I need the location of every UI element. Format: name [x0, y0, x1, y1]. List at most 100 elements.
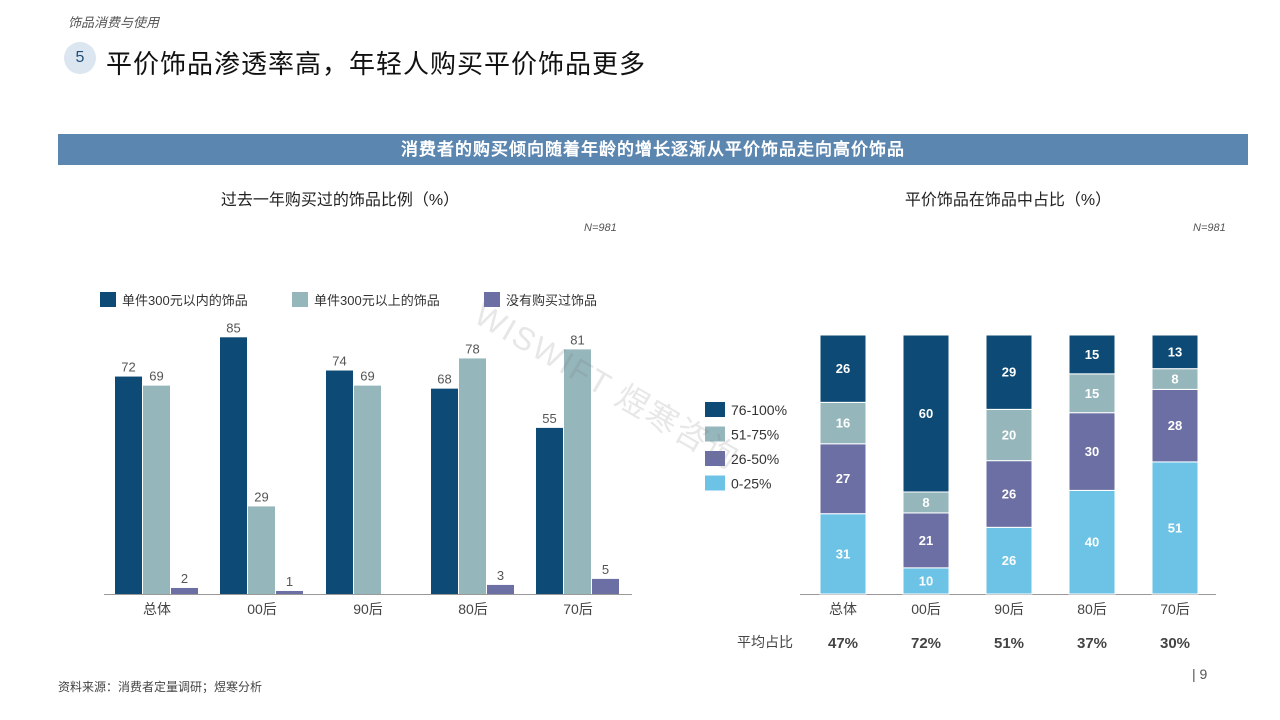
bar-单件300元以上的饰品-总体 — [143, 385, 170, 594]
legend-swatch-left-1 — [292, 292, 308, 307]
stack-segment-26-50%-70后 — [1151, 388, 1199, 463]
legend-label-right-2: 26-50% — [731, 451, 779, 467]
segment-value-label: 60 — [919, 406, 933, 421]
stack-segment-0-25%-80后 — [1068, 489, 1116, 595]
bar-没有购买过饰品-00后 — [276, 590, 303, 594]
segment-value-label: 29 — [1002, 365, 1016, 380]
bar-value-label: 69 — [149, 369, 163, 384]
average-share-value: 37% — [1077, 635, 1107, 652]
bar-value-label: 85 — [226, 320, 240, 335]
x-tick-label-right: 总体 — [829, 601, 857, 617]
bar-单件300元以内的饰品-70后 — [536, 427, 563, 594]
bar-value-label: 2 — [181, 571, 188, 586]
x-tick-label-right: 90后 — [994, 601, 1024, 617]
bar-value-label: 74 — [332, 354, 346, 369]
legend-label-left-2: 没有购买过饰品 — [506, 293, 597, 308]
page-title: 平价饰品渗透率高，年轻人购买平价饰品更多 — [106, 49, 647, 79]
stack-segment-76-100%-00后 — [902, 334, 950, 493]
segment-value-label: 26 — [1002, 486, 1016, 501]
left-sample-size: N=981 — [584, 222, 617, 234]
bar-单件300元以内的饰品-90后 — [326, 370, 353, 594]
stack-segment-0-25%-90后 — [985, 526, 1033, 595]
segment-value-label: 28 — [1168, 418, 1182, 433]
legend-swatch-left-2 — [484, 292, 500, 307]
segment-value-label: 27 — [836, 471, 850, 486]
average-share-value: 30% — [1160, 635, 1190, 652]
segment-value-label: 15 — [1085, 386, 1099, 401]
bar-单件300元以内的饰品-00后 — [220, 337, 247, 594]
x-tick-label-left: 总体 — [143, 601, 171, 617]
bar-value-label: 68 — [437, 372, 451, 387]
x-tick-label-left: 90后 — [353, 601, 383, 617]
x-tick-label-right: 00后 — [911, 601, 941, 617]
bar-value-label: 3 — [497, 568, 504, 583]
bar-单件300元以上的饰品-00后 — [248, 506, 275, 594]
page-number: | 9 — [1192, 666, 1208, 682]
stack-segment-76-100%-80后 — [1068, 334, 1116, 375]
legend-swatch-right-0 — [705, 402, 725, 417]
legend-label-right-0: 76-100% — [731, 402, 787, 418]
bar-没有购买过饰品-总体 — [171, 587, 198, 594]
bar-value-label: 78 — [465, 341, 479, 356]
stack-segment-26-50%-00后 — [902, 512, 950, 569]
legend-swatch-left-0 — [100, 292, 116, 307]
segment-value-label: 26 — [836, 361, 850, 376]
stack-segment-26-50%-80后 — [1068, 412, 1116, 491]
average-share-value: 47% — [828, 635, 858, 652]
legend-label-right-1: 51-75% — [731, 427, 779, 443]
segment-value-label: 15 — [1085, 347, 1099, 362]
bar-单件300元以上的饰品-80后 — [459, 358, 486, 594]
segment-value-label: 13 — [1168, 344, 1182, 359]
legend-label-left-1: 单件300元以上的饰品 — [314, 293, 440, 308]
bar-单件300元以上的饰品-70后 — [564, 349, 591, 594]
legend-label-right-3: 0-25% — [731, 476, 771, 492]
bar-value-label: 5 — [602, 562, 609, 577]
segment-value-label: 31 — [836, 546, 850, 561]
x-tick-label-right: 80后 — [1077, 601, 1107, 617]
average-share-value: 51% — [994, 635, 1024, 652]
bar-没有购买过饰品-80后 — [487, 584, 514, 594]
section-label: 饰品消费与使用 — [68, 15, 160, 30]
bar-value-label: 1 — [286, 574, 293, 589]
source-note: 资料来源：消费者定量调研；煜寒分析 — [58, 680, 263, 694]
stack-segment-26-50%-90后 — [985, 460, 1033, 528]
segment-value-label: 8 — [922, 495, 929, 510]
bar-单件300元以上的饰品-90后 — [354, 385, 381, 594]
segment-value-label: 16 — [836, 416, 850, 431]
segment-value-label: 21 — [919, 533, 933, 548]
bar-value-label: 72 — [121, 360, 135, 375]
segment-value-label: 8 — [1171, 372, 1178, 387]
average-share-value: 72% — [911, 635, 941, 652]
segment-value-label: 10 — [919, 573, 933, 588]
right-sample-size: N=981 — [1193, 222, 1226, 234]
stack-segment-76-100%-70后 — [1151, 334, 1199, 370]
segment-value-label: 40 — [1085, 535, 1099, 550]
segment-value-label: 30 — [1085, 444, 1099, 459]
stack-segment-26-50%-总体 — [819, 443, 867, 515]
stack-segment-76-100%-总体 — [819, 334, 867, 403]
stack-segment-51-75%-80后 — [1068, 373, 1116, 414]
average-share-label: 平均占比 — [737, 634, 793, 650]
stack-segment-76-100%-90后 — [985, 334, 1033, 410]
x-tick-label-left: 80后 — [458, 601, 488, 617]
x-tick-label-right: 70后 — [1160, 601, 1190, 617]
segment-value-label: 26 — [1002, 553, 1016, 568]
legend-swatch-right-1 — [705, 426, 725, 442]
stack-segment-51-75%-90后 — [985, 408, 1033, 462]
banner: 消费者的购买倾向随着年龄的增长逐渐从平价饰品走向高价饰品 — [58, 134, 1248, 165]
legend-swatch-right-3 — [705, 475, 725, 491]
right-chart-title: 平价饰品在饰品中占比（%） — [904, 192, 1112, 209]
bar-value-label: 81 — [570, 332, 584, 347]
bar-没有购买过饰品-70后 — [592, 578, 619, 594]
bar-value-label: 29 — [254, 489, 268, 504]
left-chart-title: 过去一年购买过的饰品比例（%） — [220, 192, 460, 209]
x-tick-label-left: 70后 — [563, 601, 593, 617]
bar-单件300元以内的饰品-总体 — [115, 376, 142, 594]
slide-number-badge: 5 — [64, 42, 96, 74]
segment-value-label: 51 — [1168, 520, 1182, 535]
stack-segment-0-25%-00后 — [902, 567, 950, 595]
bar-单件300元以内的饰品-80后 — [431, 388, 458, 594]
stack-segment-0-25%-70后 — [1151, 461, 1199, 595]
